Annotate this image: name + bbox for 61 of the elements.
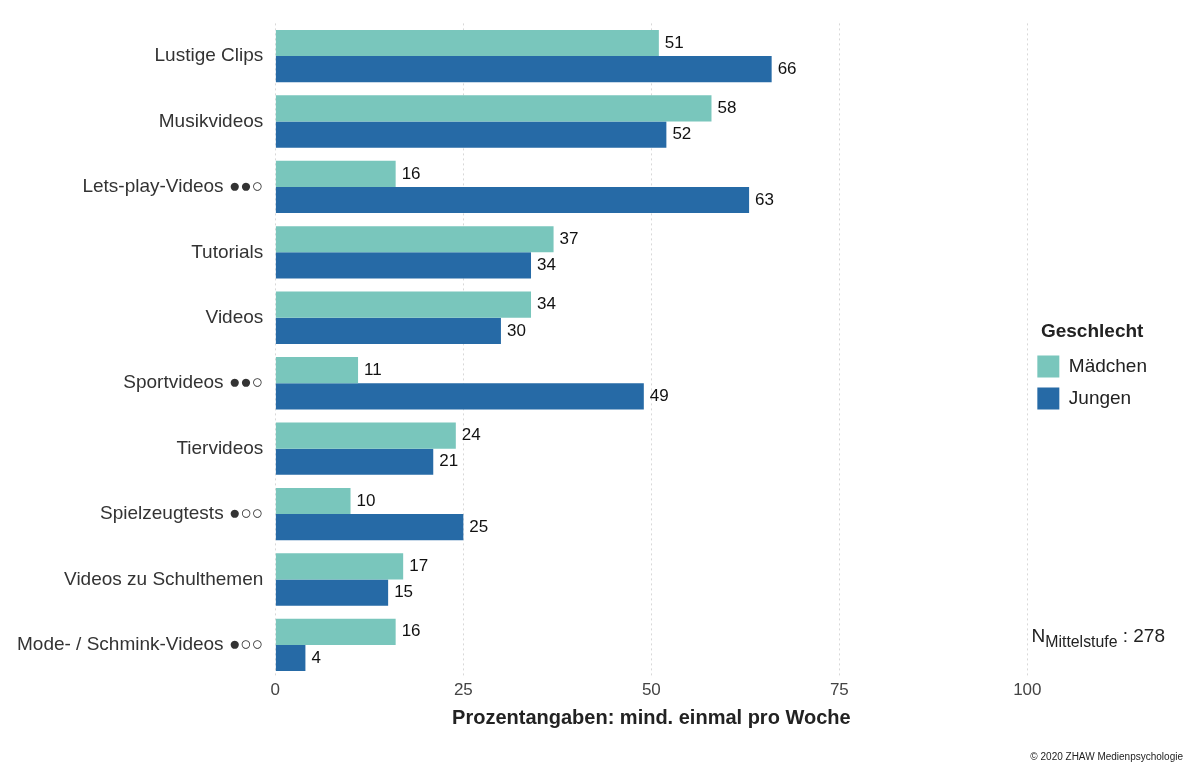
data-label: 52 <box>672 124 692 144</box>
x-tick-label: 0 <box>270 680 281 700</box>
y-tick-label: Mode- / Schmink-Videos ●○○ <box>16 633 264 655</box>
bar <box>275 618 396 645</box>
bar <box>275 579 389 606</box>
bar <box>275 487 351 515</box>
text: N$_{Mittelstufe}$ : 278 <box>1031 625 1165 651</box>
y-tick-label: Lets-play-Videos ●●○ <box>82 175 264 197</box>
y-tick-label: Tutorials <box>191 240 264 262</box>
data-label: 58 <box>717 98 737 118</box>
data-label: 51 <box>664 32 684 52</box>
bar <box>275 226 554 253</box>
bar <box>275 644 306 672</box>
bar <box>275 383 644 410</box>
x-tick-label: 25 <box>453 680 473 700</box>
x-tick-label: 50 <box>641 680 661 700</box>
bar <box>275 448 434 475</box>
legend-label: Mädchen <box>1068 354 1148 376</box>
y-tick-label: Videos <box>205 306 264 328</box>
data-label: 66 <box>777 58 797 78</box>
data-label: 63 <box>755 189 775 209</box>
data-label: 49 <box>649 385 669 405</box>
data-label: 4 <box>311 647 321 667</box>
x-tick-label: 75 <box>829 680 849 700</box>
data-label: 16 <box>401 163 421 183</box>
data-label: 24 <box>461 425 481 445</box>
bar <box>275 252 532 279</box>
bar <box>275 514 464 541</box>
bar <box>275 317 501 344</box>
y-tick-label: Musikvideos <box>158 109 264 131</box>
x-tick-label: 100 <box>1013 680 1042 700</box>
bar <box>275 160 396 187</box>
data-label: 15 <box>394 582 414 602</box>
legend-title: Geschlecht <box>1040 320 1145 342</box>
y-tick-label: Sportvideos ●●○ <box>123 371 264 393</box>
data-label: 10 <box>356 490 376 510</box>
bar <box>275 29 659 57</box>
y-tick-label: Videos zu Schulthemen <box>64 567 264 589</box>
bar <box>275 121 667 148</box>
data-label: 25 <box>469 516 489 536</box>
y-tick-label: Lustige Clips <box>154 44 264 66</box>
bar <box>275 291 532 318</box>
data-label: 11 <box>364 359 382 379</box>
bar <box>275 56 772 83</box>
bar <box>275 553 404 580</box>
bar <box>275 95 712 122</box>
bar <box>275 357 359 384</box>
data-label: 34 <box>537 255 556 275</box>
text: © 2020 ZHAW Medienpsychologie <box>1030 751 1183 762</box>
data-label: 30 <box>506 320 526 340</box>
x-axis-title: Prozentangaben: mind. einmal pro Woche <box>452 705 851 728</box>
data-label: 21 <box>439 451 459 471</box>
bar <box>275 422 456 449</box>
bar <box>275 186 750 214</box>
data-label: 37 <box>559 228 579 248</box>
data-label: 17 <box>409 556 429 576</box>
data-label: 16 <box>401 621 421 641</box>
legend-label: Jungen <box>1068 386 1132 408</box>
y-tick-label: Spielzeugtests ●○○ <box>100 502 264 524</box>
y-tick-label: Tiervideos <box>176 436 264 458</box>
data-label: 34 <box>537 294 556 314</box>
